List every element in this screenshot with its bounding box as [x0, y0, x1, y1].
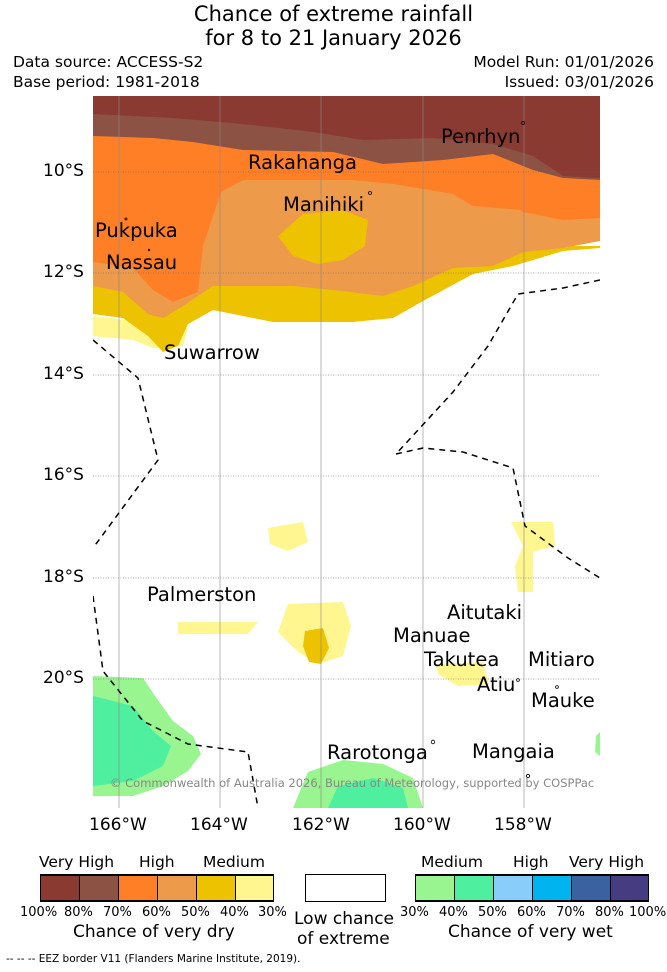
- base-period: Base period: 1981-2018: [13, 73, 200, 91]
- legend-dry-swatch-2: [80, 875, 119, 901]
- place-takutea: Takutea: [424, 648, 500, 671]
- legend-low-chance-line1: Low chance: [294, 909, 394, 929]
- legend-wet-very-high: Very High: [569, 853, 645, 871]
- lon-label-162w: 162°W: [292, 815, 350, 835]
- lat-label-16s: 16°S: [43, 465, 84, 485]
- legend-dry-very-high: Very High: [39, 853, 115, 871]
- legend-dry-tick-50: 50%: [181, 905, 210, 920]
- wet-blob-east: [595, 732, 600, 756]
- place-nassau: Nassau: [106, 251, 178, 274]
- legend-wet-tick-40: 40%: [439, 905, 468, 920]
- dry-blob-south-6: [436, 662, 489, 686]
- lat-label-10s: 10°S: [43, 161, 84, 181]
- legend-wet-swatch-5: [572, 875, 611, 901]
- legend-wet-caption: Chance of very wet: [448, 922, 613, 942]
- legend-dry-tick-60: 60%: [142, 905, 171, 920]
- legend-dry-swatch-3: [119, 875, 158, 901]
- legend-dry-swatch-1: [41, 875, 80, 901]
- legend-dry-swatch-6: [236, 875, 273, 901]
- eez-border-note: -- -- -- EEZ border V11 (Flanders Marine…: [6, 953, 301, 965]
- dry-blob-south-2: [178, 622, 258, 634]
- legend-wet-high: High: [513, 853, 549, 871]
- place-suwarrow: Suwarrow: [164, 341, 260, 364]
- place-manihiki: Manihiki: [283, 193, 365, 216]
- rainfall-map: [93, 96, 600, 808]
- legend-dry-swatch-4: [158, 875, 197, 901]
- legend-dry-caption: Chance of very dry: [73, 922, 235, 942]
- place-palmerston: Palmerston: [147, 583, 257, 606]
- lat-label-12s: 12°S: [43, 262, 84, 282]
- lon-label-158w: 158°W: [494, 815, 552, 835]
- legend-wet-swatch-4: [533, 875, 572, 901]
- legend-dry-medium: Medium: [203, 853, 265, 871]
- legend-low-chance-swatch: [305, 874, 386, 902]
- chart-title-line2: for 8 to 21 January 2026: [205, 26, 462, 50]
- legend-wet-swatch-3: [494, 875, 533, 901]
- wet-zone-south-40-50: [328, 778, 408, 808]
- legend-wet-tick-70: 70%: [556, 905, 585, 920]
- legend-wet-tick-60: 60%: [517, 905, 546, 920]
- place-penrhyn: Penrhyn: [441, 125, 521, 148]
- model-run: Model Run: 01/01/2026: [473, 53, 654, 71]
- legend-dry-tick-80: 80%: [64, 905, 93, 920]
- legend-wet-swatch-6: [611, 875, 648, 901]
- dry-blob-manihiki: [278, 210, 368, 264]
- place-mitiaro: Mitiaro: [528, 648, 595, 671]
- place-mauke: Mauke: [531, 689, 595, 712]
- issued-date: Issued: 03/01/2026: [504, 73, 654, 91]
- legend-dry-tick-40: 40%: [220, 905, 249, 920]
- legend-wet-tick-50: 50%: [478, 905, 507, 920]
- legend-dry-colorbar: [40, 874, 274, 902]
- lon-label-166w: 166°W: [89, 815, 147, 835]
- eez-border: [93, 279, 600, 808]
- legend-wet-medium: Medium: [421, 853, 483, 871]
- legend-wet-swatch-2: [455, 875, 494, 901]
- map-copyright: © Commonwealth of Australia 2026, Bureau…: [110, 776, 595, 790]
- lat-label-20s: 20°S: [43, 668, 84, 688]
- legend-low-chance-line2: of extreme: [297, 929, 390, 949]
- lat-label-18s: 18°S: [43, 567, 84, 587]
- legend-dry-swatch-5: [197, 875, 236, 901]
- legend-wet-colorbar: [415, 874, 649, 902]
- wet-zone-40-50: [93, 696, 171, 786]
- legend-wet-tick-30: 30%: [400, 905, 429, 920]
- legend-dry-tick-70: 70%: [103, 905, 132, 920]
- place-rarotonga: Rarotonga: [327, 741, 428, 764]
- lon-label-164w: 164°W: [190, 815, 248, 835]
- legend-wet-swatch-1: [416, 875, 455, 901]
- chart-title-line1: Chance of extreme rainfall: [193, 2, 474, 26]
- place-atiu: Atiu: [477, 673, 516, 696]
- place-pukpuka: Pukpuka: [95, 219, 178, 242]
- legend-dry-tick-30: 30%: [258, 905, 287, 920]
- legend-dry-tick-100: 100%: [20, 905, 58, 920]
- place-aitutaki: Aitutaki: [447, 601, 523, 624]
- place-rakahanga: Rakahanga: [248, 151, 357, 174]
- data-source: Data source: ACCESS-S2: [13, 53, 204, 71]
- legend-wet-tick-80: 80%: [595, 905, 624, 920]
- dry-blob-south-4: [303, 628, 329, 664]
- place-mangaia: Mangaia: [472, 740, 555, 763]
- legend-wet-tick-100: 100%: [629, 905, 667, 920]
- legend-dry-high: High: [139, 853, 175, 871]
- place-manuae: Manuae: [393, 624, 471, 647]
- dry-blob-south-1: [268, 522, 308, 551]
- lat-label-14s: 14°S: [43, 364, 84, 384]
- lon-label-160w: 160°W: [393, 815, 451, 835]
- dry-blob-orange-ne: [493, 184, 600, 220]
